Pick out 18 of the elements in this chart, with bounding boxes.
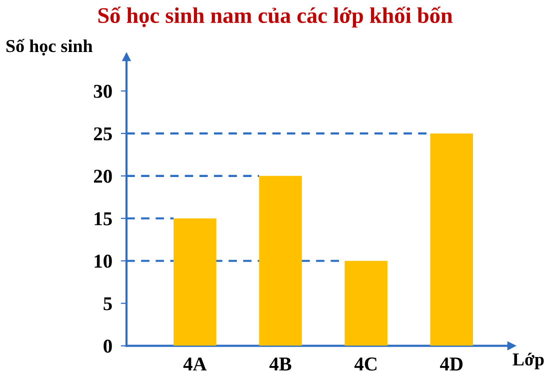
x-axis-title: Lớp [512, 352, 544, 370]
bar [344, 260, 388, 346]
y-tick-label: 5 [104, 297, 112, 310]
x-tick-label: 4A [183, 358, 207, 370]
bar [174, 218, 216, 346]
x-tick-label: 4B [269, 358, 292, 370]
y-tick-label: 15 [94, 212, 112, 226]
chart-title: Số học sinh nam của các lớp khối bốn [98, 6, 452, 28]
x-tick-label: 4C [354, 358, 376, 371]
x-tick-label: 4D [440, 358, 463, 370]
y-tick-label: 10 [94, 254, 112, 268]
y-tick-label: 0 [104, 340, 112, 353]
bar [430, 133, 473, 346]
y-axis-title: Số học sinh [6, 38, 93, 56]
y-tick-label: 30 [94, 84, 112, 98]
y-tick-label: 20 [94, 170, 112, 183]
y-tick-label: 25 [94, 127, 112, 140]
bar [259, 176, 302, 346]
